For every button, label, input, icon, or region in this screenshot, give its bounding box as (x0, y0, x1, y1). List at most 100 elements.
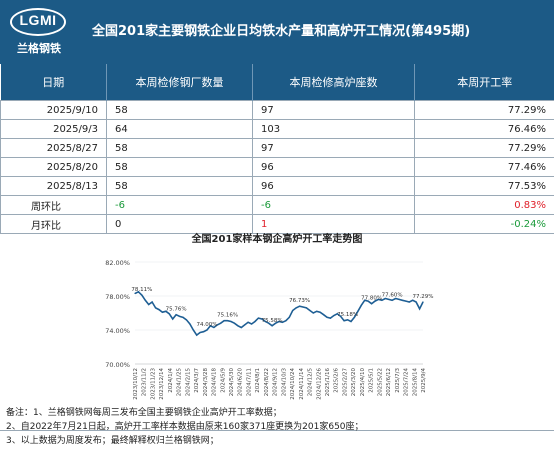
data-point (333, 314, 335, 317)
data-point (360, 304, 362, 306)
data-point (367, 300, 369, 302)
cell-rate: 77.53% (414, 176, 554, 196)
data-point (247, 321, 249, 323)
data-point (316, 310, 318, 312)
data-point (213, 326, 215, 329)
report-header: LGMI 兰格钢铁 全国201家主要钢铁企业日均铁水产量和高炉开工情况(第495… (0, 0, 554, 64)
cell-mills: 58 (106, 157, 253, 177)
data-point (408, 301, 410, 303)
x-tick-label: 2025/9/4 (421, 368, 427, 393)
data-point (161, 311, 164, 313)
cell-date: 2025/8/27 (0, 138, 107, 158)
data-point (261, 318, 263, 320)
data-point (185, 319, 188, 321)
data-label: 75.16% (217, 313, 238, 319)
x-tick-label: 2024/10/3 (281, 368, 287, 397)
note-line: 备注：1、兰格钢铁网每周三发布全国主要钢铁企业高炉开工率数据； (6, 408, 282, 418)
page-title: 全国201家主要钢铁企业日均铁水产量和高炉开工情况(第495期) (92, 24, 471, 39)
data-point (340, 315, 342, 317)
x-tick-label: 2024/12/5 (308, 368, 314, 397)
data-point (418, 308, 421, 310)
column-header-date: 日期 (0, 64, 107, 101)
logo-cn-text: 兰格钢铁 (17, 42, 61, 55)
x-tick-label: 2024/10/24 (290, 368, 296, 400)
data-point (192, 329, 194, 331)
cell-mills: 64 (106, 119, 253, 139)
data-point (292, 309, 294, 312)
column-header-mills: 本周检修钢厂数量 (106, 64, 253, 101)
x-tick-label: 2025/7/24 (404, 368, 410, 397)
data-point (268, 322, 270, 324)
data-point (343, 320, 345, 322)
cell-furnaces: 96 (252, 157, 415, 177)
data-point (322, 314, 325, 316)
y-tick-label: 82.00% (105, 259, 130, 267)
data-point (309, 309, 311, 312)
logo-oval-shape (10, 8, 66, 36)
x-tick-label: 2025/5/1 (369, 368, 375, 393)
x-tick-label: 2024/5/30 (229, 368, 235, 397)
x-tick-label: 2024/1/4 (168, 368, 174, 393)
x-tick-label: 2024/12/26 (316, 368, 322, 400)
cell-mills: 58 (106, 138, 253, 158)
data-point (168, 313, 170, 315)
x-tick-label: 2025/1/16 (325, 368, 331, 397)
data-label: 75.58% (262, 318, 283, 324)
data-point (295, 307, 297, 309)
data-point (412, 299, 414, 301)
x-tick-label: 2025/4/10 (360, 368, 366, 397)
data-point (206, 329, 208, 331)
logo-text: LGMI (19, 12, 57, 28)
cell-furnaces: 103 (252, 119, 415, 139)
logo: LGMI 兰格钢铁 (6, 6, 72, 58)
cell-wow-rate: 0.83% (414, 195, 554, 215)
table-row-mom: 月环比 0 1 -0.24% (0, 214, 554, 234)
x-tick-label: 2024/4/18 (212, 368, 218, 397)
data-point (144, 299, 146, 301)
cell-wow-mills: -6 (106, 195, 253, 215)
data-point (230, 320, 232, 323)
data-point (381, 299, 383, 301)
data-point (250, 323, 253, 325)
data-table: 日期 本周检修钢厂数量 本周检修高炉座数 本周开工率 2025/9/10 58 … (0, 64, 554, 234)
data-point (377, 298, 380, 300)
data-point (326, 316, 328, 318)
x-tick-label: 2024/11/14 (299, 368, 305, 400)
data-point (165, 310, 167, 312)
x-tick-label: 2025/2/27 (342, 368, 348, 397)
data-label: 76.73% (289, 298, 310, 304)
data-label: 77.29% (413, 294, 434, 300)
cell-furnaces: 97 (252, 100, 415, 120)
data-point (271, 325, 273, 327)
table-row: 2025/8/20 58 96 77.46% (0, 157, 554, 177)
cell-mills: 58 (106, 176, 253, 196)
cell-mom-rate: -0.24% (414, 214, 554, 234)
cell-furnaces: 96 (252, 176, 415, 196)
cell-wow-furnaces: -6 (252, 195, 415, 215)
data-point (233, 322, 236, 324)
cell-date: 2025/8/13 (0, 176, 107, 196)
x-tick-label: 2024/3/7 (194, 368, 200, 393)
data-label: 74.00% (197, 322, 218, 328)
data-point (346, 319, 349, 321)
data-point (226, 320, 229, 322)
table-row: 2025/8/13 58 96 77.53% (0, 176, 554, 196)
data-label: 77.80% (361, 296, 382, 302)
y-tick-label: 78.00% (105, 293, 130, 301)
data-point (394, 297, 397, 300)
data-point (237, 325, 239, 327)
cell-rate: 77.29% (414, 138, 554, 158)
x-tick-label: 2024/3/28 (203, 368, 209, 397)
cell-mills: 58 (106, 100, 253, 120)
cell-mom-label: 月环比 (0, 214, 107, 234)
data-label: 77.60% (382, 292, 403, 298)
data-point (274, 322, 277, 324)
data-label: 75.18% (337, 312, 358, 318)
x-tick-label: 2024/1/25 (177, 368, 183, 397)
column-header-furnaces: 本周检修高炉座数 (252, 64, 415, 101)
data-point (257, 317, 260, 319)
x-tick-label: 2024/7/11 (246, 368, 252, 396)
x-tick-label: 2024/6/20 (238, 368, 244, 397)
data-point (148, 303, 150, 306)
cell-date: 2025/9/10 (0, 100, 107, 120)
